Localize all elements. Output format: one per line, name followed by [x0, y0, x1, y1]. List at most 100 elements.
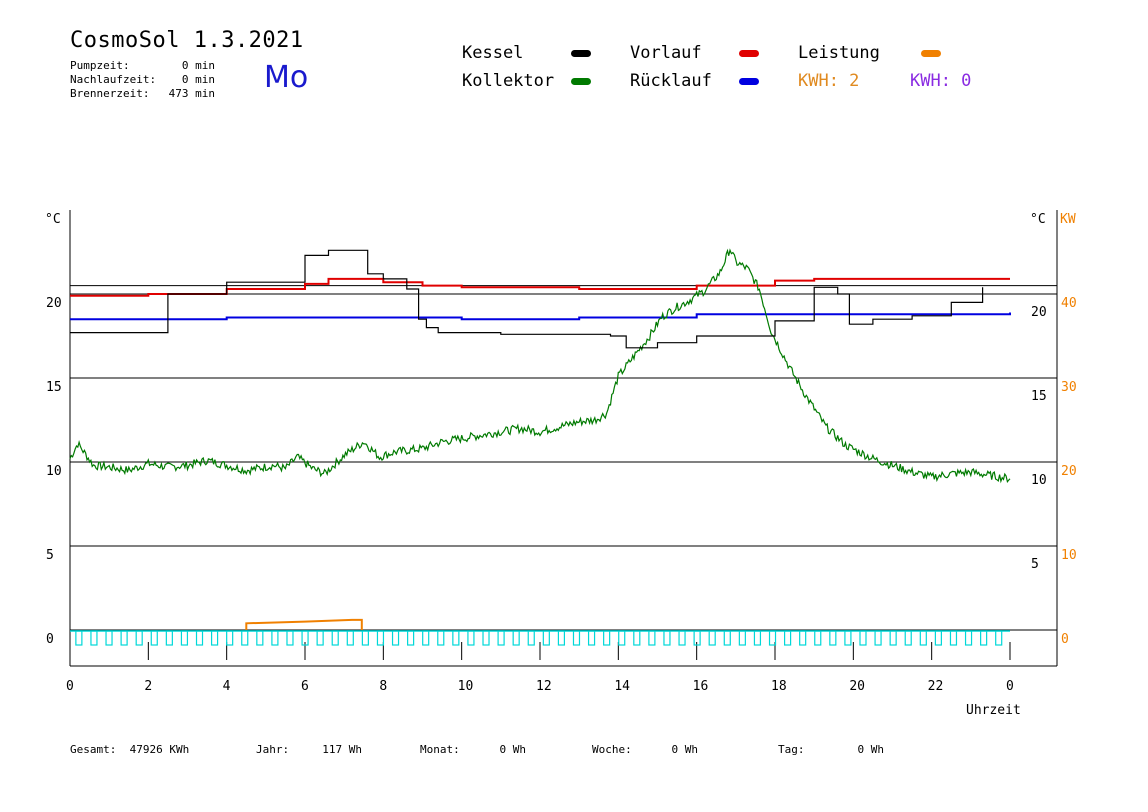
pump-marker	[497, 630, 505, 646]
y-tick-left: 5	[46, 548, 54, 563]
pump-marker	[135, 630, 143, 646]
legend-leistung-label: Leistung	[798, 43, 880, 63]
app-title: CosmoSol 1.3.2021	[70, 28, 304, 53]
x-tick-label: 14	[614, 679, 630, 694]
x-tick-label: 16	[693, 679, 709, 694]
pump-marker	[603, 630, 611, 646]
pump-marker	[346, 630, 354, 646]
pump-marker	[889, 630, 897, 646]
pump-marker	[286, 630, 294, 646]
x-tick-label: 6	[301, 679, 309, 694]
footer-gesamt: Gesamt: 47926 KWh	[70, 743, 190, 756]
pump-marker	[241, 630, 249, 646]
x-tick-label: 8	[379, 679, 387, 694]
y-tick-right-temp: 5	[1031, 557, 1039, 572]
info-pumpzeit: Pumpzeit: 0 min	[70, 59, 215, 72]
pump-marker	[980, 630, 988, 646]
x-tick-label: 20	[849, 679, 865, 694]
y-tick-right-power: 0	[1061, 632, 1069, 647]
footer-jahr: Jahr: 117 Wh	[256, 743, 362, 756]
series-line-kollektor	[69, 248, 1011, 484]
pump-marker	[859, 630, 867, 646]
pump-marker	[753, 630, 762, 646]
pump-marker	[452, 630, 460, 646]
y-tick-left: 20	[46, 296, 62, 311]
pump-marker	[904, 630, 912, 646]
x-tick-label: 0	[66, 679, 74, 694]
pump-marker	[663, 630, 671, 646]
pump-marker	[934, 630, 942, 646]
info-brennerzeit: Brennerzeit: 473 min	[70, 87, 215, 100]
pump-marker	[361, 630, 369, 646]
pump-marker	[949, 630, 958, 646]
pump-marker	[964, 630, 973, 646]
legend-kwh-second: KWH: 0	[910, 71, 972, 91]
pump-marker	[407, 630, 415, 646]
pump-marker	[105, 630, 113, 646]
y-unit-right-temp: °C	[1030, 212, 1046, 227]
pump-marker	[557, 630, 566, 646]
y-tick-right-temp: 20	[1031, 305, 1047, 320]
pump-marker	[391, 630, 400, 646]
pump-marker	[633, 630, 641, 646]
y-tick-left: 0	[46, 632, 54, 647]
x-axis-label: Uhrzeit	[966, 703, 1021, 718]
pump-marker	[256, 630, 264, 646]
pump-marker	[90, 630, 98, 646]
pump-marker	[165, 630, 173, 646]
pump-marker	[799, 630, 807, 646]
pump-marker	[738, 630, 746, 646]
y-tick-right-temp: 10	[1031, 473, 1047, 488]
legend-kessel-swatch	[571, 50, 591, 57]
pump-marker	[919, 630, 927, 646]
legend-kollektor-label: Kollektor	[462, 71, 555, 91]
pump-marker	[542, 630, 550, 646]
footer-woche: Woche: 0 Wh	[592, 743, 698, 756]
footer-monat: Monat: 0 Wh	[420, 743, 526, 756]
legend-ruecklauf-swatch	[739, 78, 759, 85]
pump-marker	[271, 630, 279, 646]
pump-marker	[422, 630, 430, 646]
legend-kwh-leistung: KWH: 2	[798, 71, 860, 91]
pump-marker	[587, 630, 596, 646]
series-line-rcklauf	[70, 312, 1011, 321]
pump-marker	[783, 630, 792, 646]
series-line-leistung	[245, 618, 363, 630]
pump-marker	[512, 630, 520, 646]
pump-marker	[467, 630, 475, 646]
y-tick-right-power: 10	[1061, 548, 1077, 563]
legend-kollektor-swatch	[571, 78, 591, 85]
pump-marker	[527, 630, 535, 646]
pump-marker	[995, 630, 1003, 646]
pump-marker	[814, 630, 822, 646]
pump-marker	[316, 630, 324, 646]
pump-marker	[572, 630, 581, 646]
legend-ruecklauf-label: Rücklauf	[630, 71, 712, 91]
x-tick-label: 22	[928, 679, 944, 694]
pump-marker	[180, 630, 189, 646]
legend-vorlauf-label: Vorlauf	[630, 43, 702, 63]
series-line-vorlauf	[70, 277, 1010, 297]
footer-tag: Tag: 0 Wh	[778, 743, 884, 756]
pump-marker	[618, 630, 626, 646]
pump-marker	[708, 630, 716, 646]
weekday-label: Mo	[264, 60, 309, 95]
y-tick-right-power: 20	[1061, 464, 1077, 479]
legend-vorlauf-swatch	[739, 50, 759, 57]
pump-marker	[844, 630, 852, 646]
info-nachlaufzeit: Nachlaufzeit: 0 min	[70, 73, 215, 86]
y-tick-right-temp: 15	[1031, 389, 1047, 404]
pump-marker	[437, 630, 445, 646]
pump-marker	[482, 630, 490, 646]
x-tick-label: 12	[536, 679, 552, 694]
x-tick-label: 4	[223, 679, 231, 694]
y-tick-left: 15	[46, 380, 62, 395]
y-unit-right-power: KW	[1060, 212, 1076, 227]
pump-marker	[376, 630, 385, 646]
pump-marker	[678, 630, 686, 646]
pump-marker	[874, 630, 882, 646]
pump-marker	[648, 630, 656, 646]
series-line-kessel	[70, 249, 984, 349]
pump-marker	[150, 630, 158, 646]
x-tick-label: 18	[771, 679, 787, 694]
